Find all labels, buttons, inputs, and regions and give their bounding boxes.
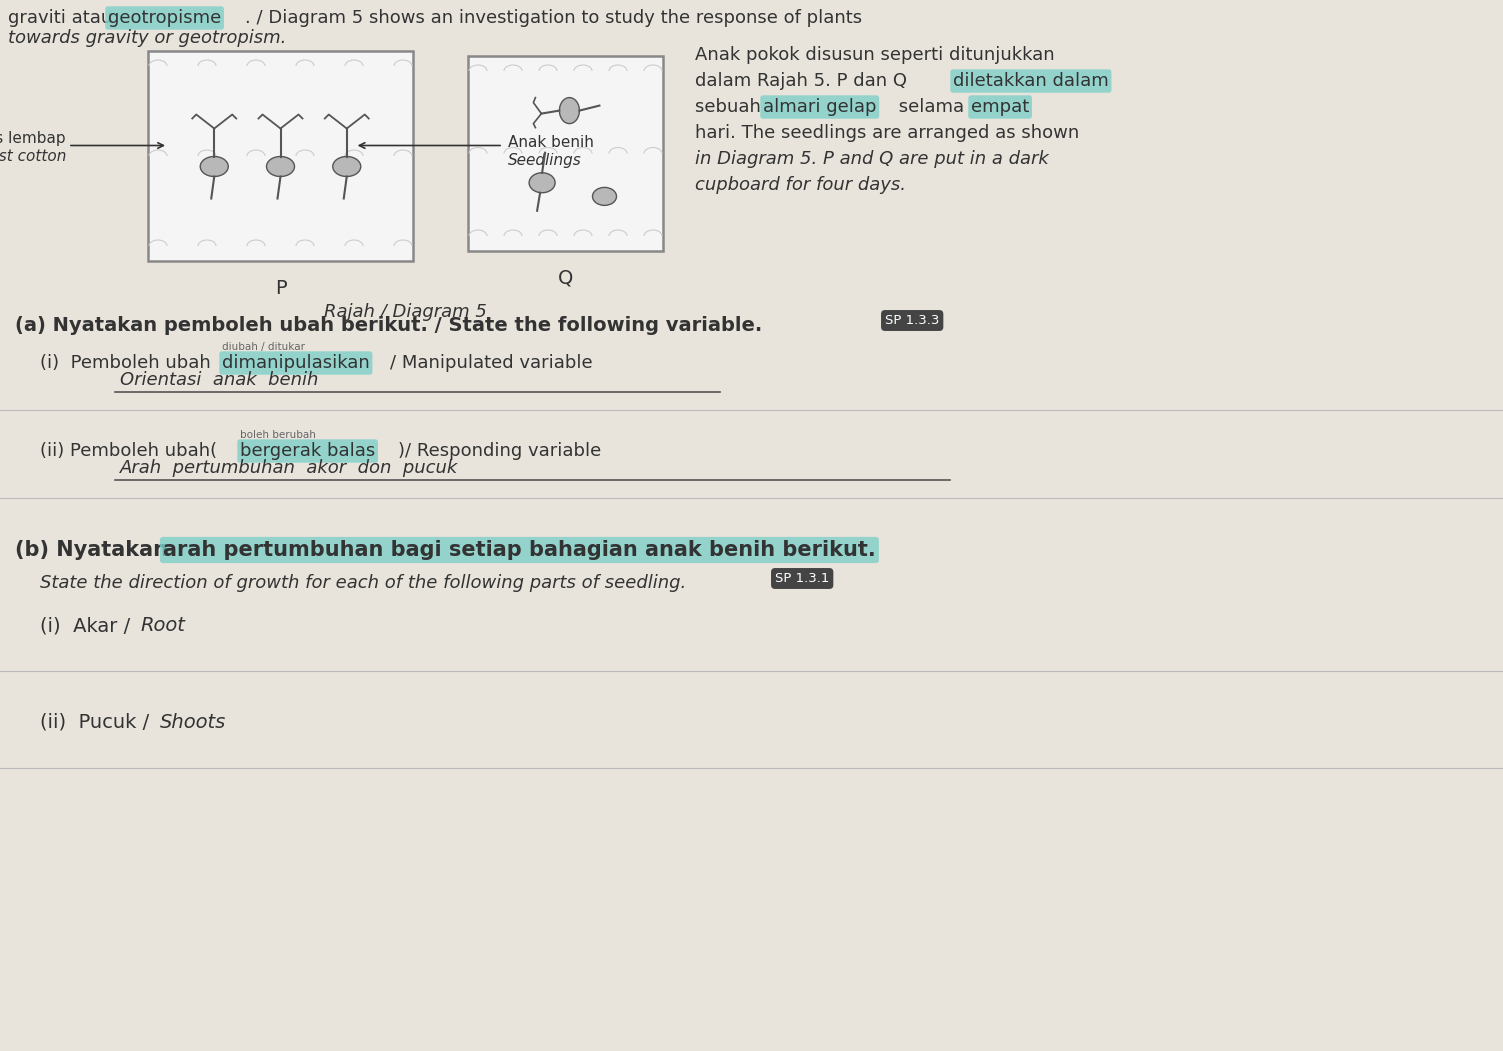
Text: Orientasi  anak  benih: Orientasi anak benih [120, 371, 319, 389]
Text: (ii)  Pucuk /: (ii) Pucuk / [41, 713, 155, 731]
Text: towards gravity or geotropism.: towards gravity or geotropism. [8, 29, 287, 47]
Ellipse shape [529, 172, 555, 192]
Text: )/ Responding variable: )/ Responding variable [398, 442, 601, 460]
Text: Seedlings: Seedlings [508, 153, 582, 168]
Text: Anak pokok disusun seperti ditunjukkan: Anak pokok disusun seperti ditunjukkan [694, 46, 1055, 64]
Text: (a) Nyatakan pemboleh ubah berikut. / State the following variable.: (a) Nyatakan pemboleh ubah berikut. / St… [15, 316, 762, 335]
Text: State the direction of growth for each of the following parts of seedling.: State the direction of growth for each o… [41, 574, 687, 592]
Text: graviti atau: graviti atau [8, 9, 119, 27]
Text: P: P [275, 279, 286, 298]
Text: sebuah: sebuah [694, 98, 767, 116]
Text: selama: selama [893, 98, 969, 116]
Text: . / Diagram 5 shows an investigation to study the response of plants: . / Diagram 5 shows an investigation to … [245, 9, 863, 27]
Text: (b) Nyatakan: (b) Nyatakan [15, 540, 176, 560]
Text: Anak benih: Anak benih [508, 135, 594, 150]
Text: in Diagram 5. P and Q are put in a dark: in Diagram 5. P and Q are put in a dark [694, 150, 1049, 168]
Text: diubah / ditukar: diubah / ditukar [222, 342, 305, 352]
Text: Root: Root [140, 616, 185, 635]
Ellipse shape [266, 157, 295, 177]
Text: dalam Rajah 5. P dan Q: dalam Rajah 5. P dan Q [694, 73, 912, 90]
Text: bergerak balas: bergerak balas [240, 442, 376, 460]
Bar [467, 56, 663, 251]
Text: Rajah / Diagram 5: Rajah / Diagram 5 [325, 303, 487, 321]
Text: Kapas lembap: Kapas lembap [0, 130, 66, 146]
Text: SP 1.3.1: SP 1.3.1 [776, 572, 830, 585]
Text: hari. The seedlings are arranged as shown: hari. The seedlings are arranged as show… [694, 124, 1079, 142]
Text: (i)  Akar /: (i) Akar / [41, 616, 137, 635]
Ellipse shape [332, 157, 361, 177]
Text: Q: Q [558, 269, 573, 288]
Text: Arah  pertumbuhan  akor  don  pucuk: Arah pertumbuhan akor don pucuk [120, 459, 458, 477]
Text: arah pertumbuhan bagi setiap bahagian anak benih berikut.: arah pertumbuhan bagi setiap bahagian an… [162, 540, 876, 560]
Ellipse shape [592, 187, 616, 205]
Text: cupboard for four days.: cupboard for four days. [694, 176, 906, 194]
Text: Shoots: Shoots [159, 713, 227, 731]
Text: geotropisme: geotropisme [108, 9, 221, 27]
Ellipse shape [559, 98, 579, 124]
Text: (i)  Pemboleh ubah: (i) Pemboleh ubah [41, 354, 216, 372]
Text: boleh berubah: boleh berubah [240, 430, 316, 440]
Text: empat: empat [971, 98, 1030, 116]
Text: almari gelap: almari gelap [764, 98, 876, 116]
Ellipse shape [200, 157, 228, 177]
Bar [147, 51, 413, 261]
Text: diletakkan dalam: diletakkan dalam [953, 73, 1109, 90]
Text: SP 1.3.3: SP 1.3.3 [885, 314, 939, 327]
Text: Moist cotton: Moist cotton [0, 149, 66, 164]
Text: dimanipulasikan: dimanipulasikan [222, 354, 370, 372]
Text: (ii) Pemboleh ubah(: (ii) Pemboleh ubah( [41, 442, 216, 460]
Text: / Manipulated variable: / Manipulated variable [389, 354, 592, 372]
